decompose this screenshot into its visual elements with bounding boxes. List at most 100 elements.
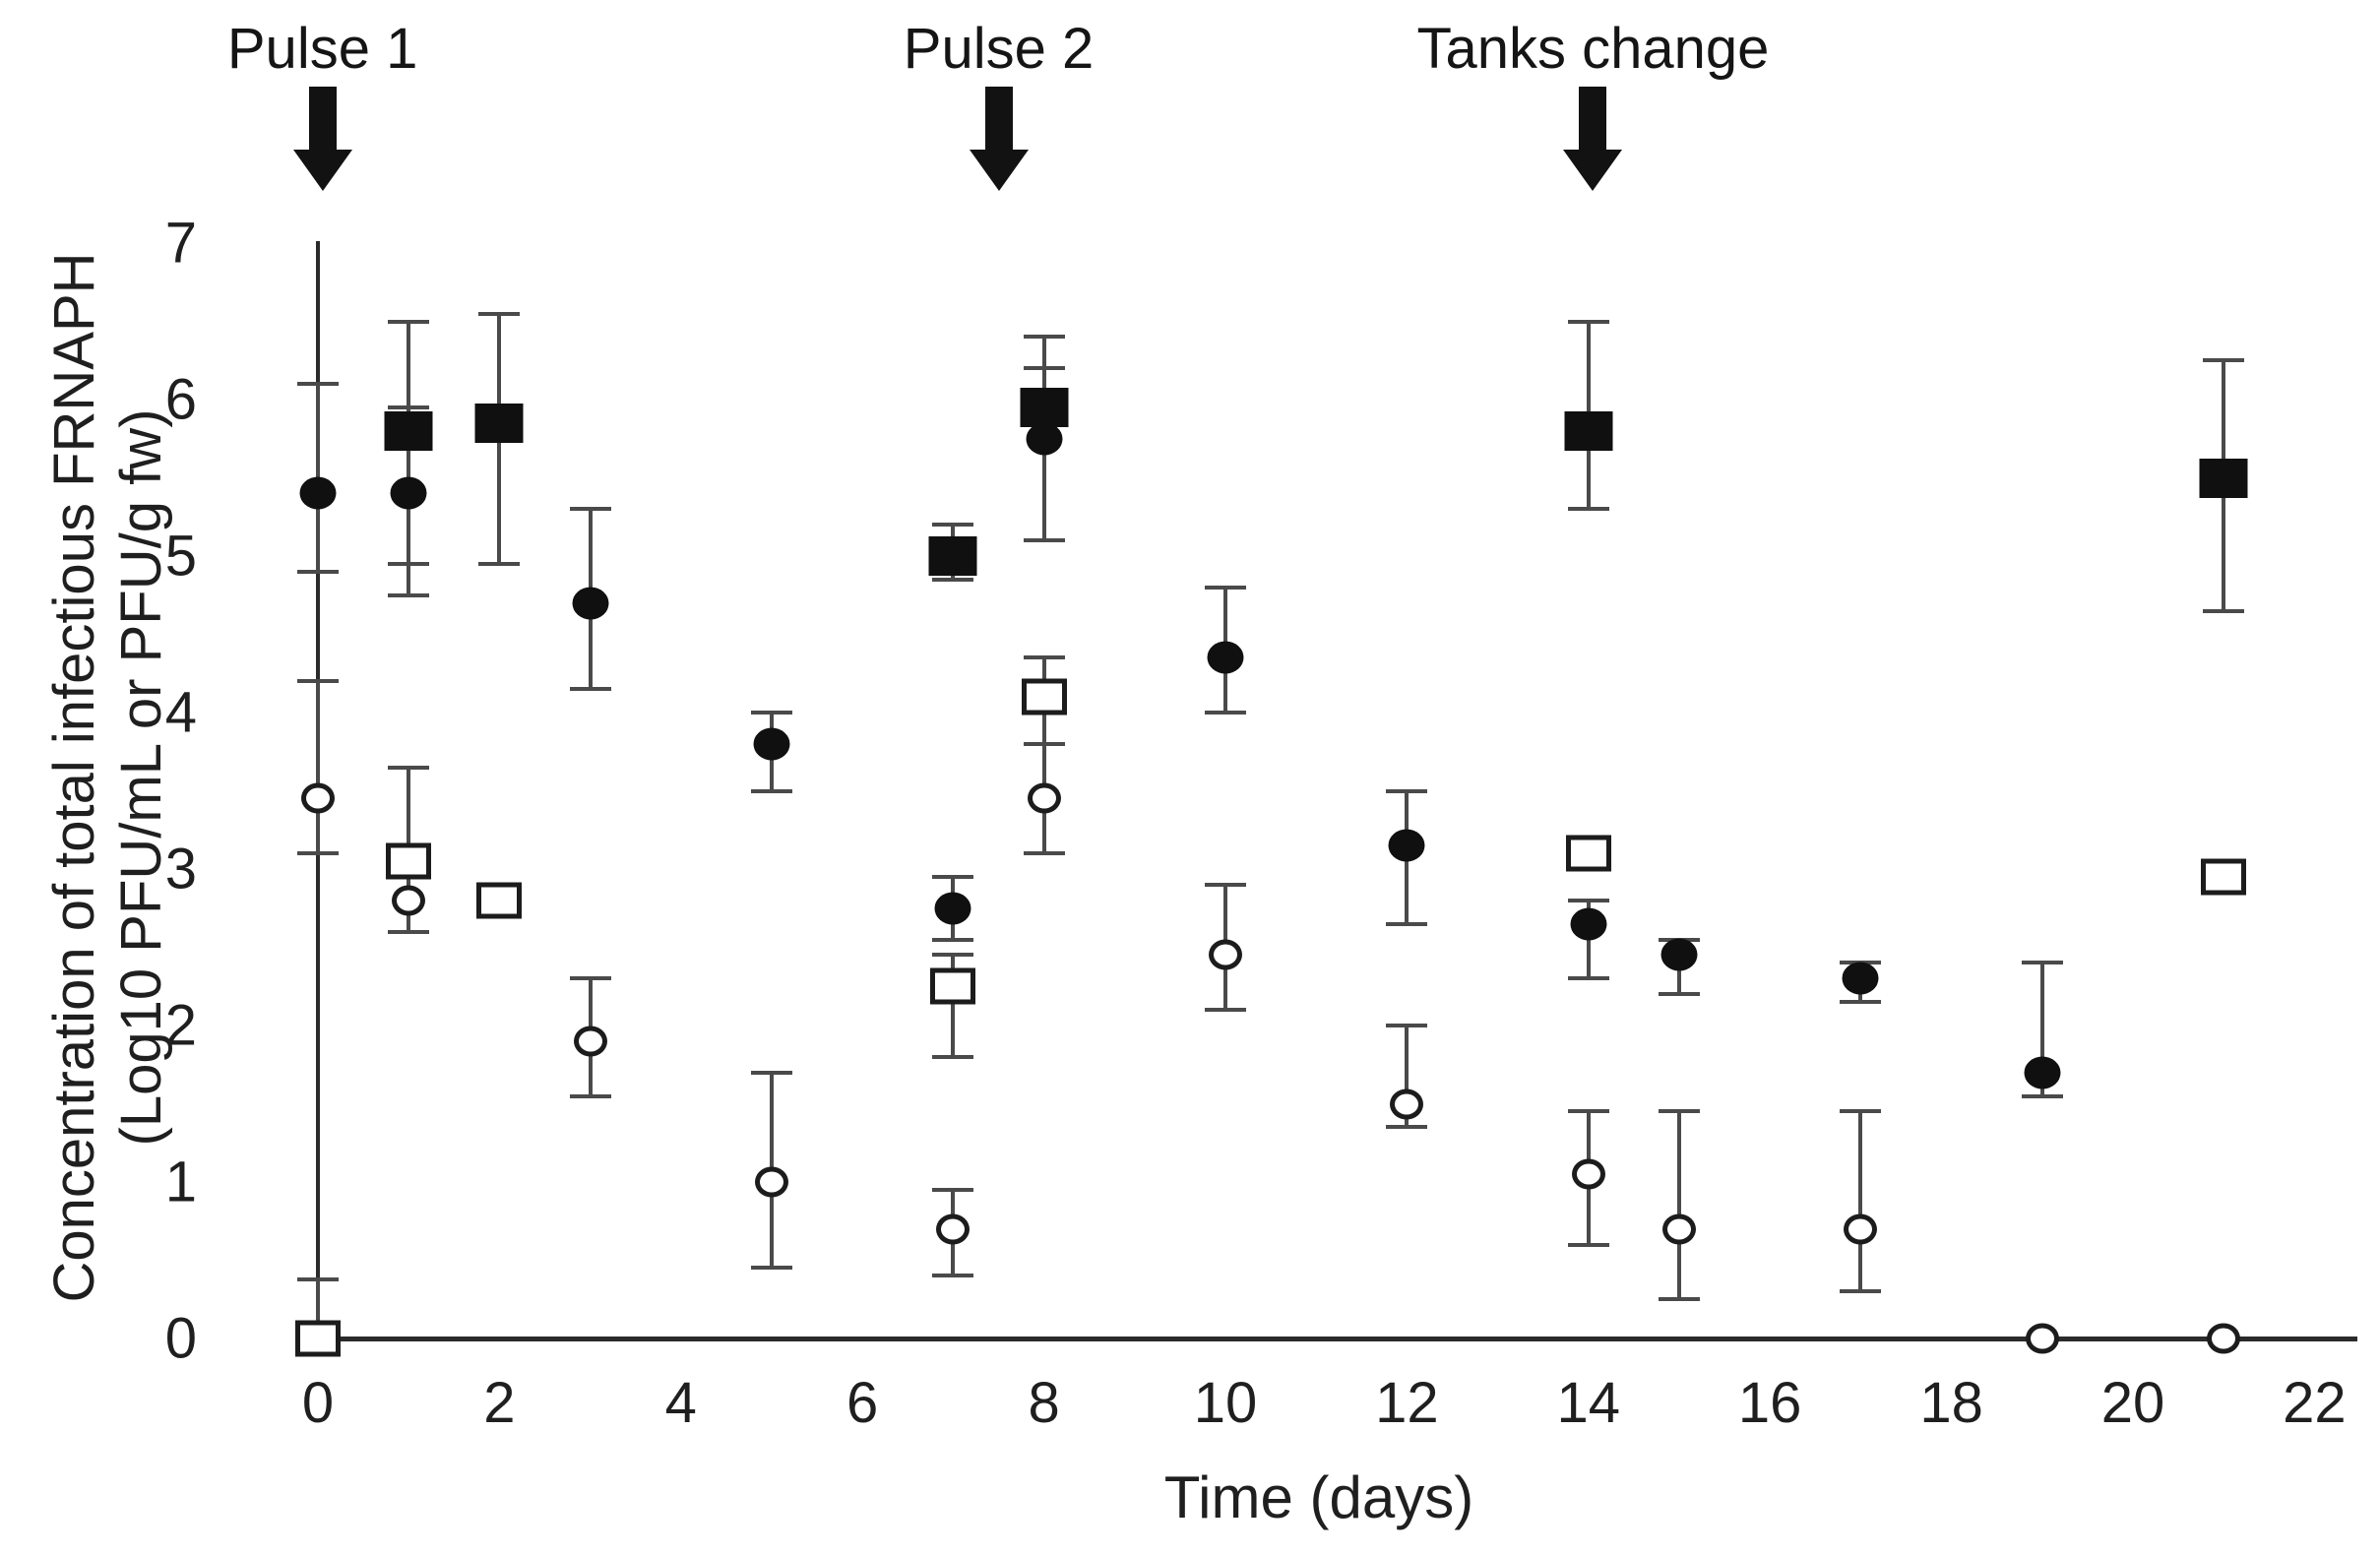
error-bar-cap-bottom	[1567, 1242, 1609, 1247]
open-circle-series-point	[1571, 1158, 1605, 1190]
error-bar-cap-bottom	[569, 687, 611, 692]
error-bar	[316, 681, 320, 854]
x-tick-label-22: 22	[2283, 1371, 2347, 1435]
open-circle-series-point	[936, 1213, 971, 1245]
y-axis-title-line2: (Log10 PFU/mL or PFU/g fw)	[109, 408, 173, 1147]
x-tick-label-0: 0	[301, 1371, 335, 1435]
error-bar-cap-bottom	[297, 569, 339, 574]
open-circle-series-point	[755, 1166, 788, 1198]
filled-circle-series-point	[1842, 962, 1879, 995]
error-bar-cap-top	[932, 523, 974, 528]
open-circle-series-point	[573, 1026, 607, 1057]
x-axis-title: Time (days)	[1163, 1464, 1474, 1530]
error-bar-cap-bottom	[751, 788, 792, 793]
down-arrow-head-icon	[1563, 150, 1623, 191]
error-bar-cap-top	[1386, 1024, 1428, 1027]
error-bar-cap-bottom	[569, 1093, 611, 1098]
error-bar-cap-bottom	[1205, 1008, 1246, 1013]
y-axis-title-line1: Concentration of total infectious FRNAPH	[42, 252, 106, 1303]
y-tick-label-5: 5	[164, 524, 197, 589]
x-axis-line	[316, 1337, 2357, 1341]
filled-circle-series-point	[753, 727, 790, 761]
annotation-label-3: Tanks change	[1416, 17, 1770, 81]
error-bar-cap-top	[478, 311, 521, 316]
error-bar-cap-top	[2203, 358, 2245, 363]
error-bar-cap-top	[1205, 882, 1246, 887]
error-bar-cap-bottom	[1386, 921, 1428, 926]
error-bar-cap-bottom	[297, 851, 339, 856]
error-bar-cap-bottom	[1567, 507, 1609, 512]
filled-square-series-point	[1020, 387, 1069, 427]
error-bar	[1858, 1111, 1863, 1292]
error-bar-cap-top	[751, 711, 792, 715]
filled-square-series-point	[474, 403, 524, 443]
x-tick-label-4: 4	[664, 1371, 697, 1435]
error-bar-cap-bottom	[932, 1274, 974, 1278]
y-tick-label-1: 1	[164, 1150, 197, 1214]
error-bar-cap-bottom	[1386, 1125, 1428, 1130]
error-bar-cap-top	[297, 382, 339, 387]
x-tick-label-8: 8	[1028, 1371, 1060, 1435]
error-bar-cap-bottom	[751, 1266, 792, 1271]
x-tick-label-12: 12	[1375, 1371, 1439, 1435]
open-square-series-point	[2201, 858, 2247, 896]
open-square-series-point	[1565, 835, 1611, 872]
error-bar	[1405, 1026, 1409, 1128]
open-circle-series-point	[2025, 1323, 2059, 1354]
error-bar-cap-top	[751, 1070, 792, 1075]
error-bar-cap-top	[932, 1187, 974, 1192]
error-bar-cap-bottom	[478, 561, 521, 566]
y-tick-label-0: 0	[164, 1306, 197, 1371]
error-bar-cap-top	[569, 976, 611, 981]
filled-circle-series-point	[1026, 422, 1063, 456]
filled-circle-series-point	[934, 892, 971, 925]
y-tick-label-6: 6	[164, 367, 197, 432]
error-bar-cap-bottom	[932, 1054, 974, 1059]
y-tick-label-4: 4	[164, 680, 197, 745]
error-bar-cap-top	[297, 1276, 339, 1281]
error-bar-cap-top	[932, 953, 974, 958]
down-arrow-head-icon	[969, 150, 1029, 191]
error-bar	[316, 1278, 320, 1338]
filled-circle-series-point	[1207, 641, 1244, 674]
error-bar	[951, 955, 956, 1057]
error-bar-cap-bottom	[1840, 1000, 1882, 1005]
error-bar	[1677, 1111, 1681, 1300]
error-bar-cap-top	[569, 507, 611, 512]
error-bar-cap-bottom	[1023, 851, 1065, 856]
filled-square-series-point	[1564, 410, 1613, 451]
error-bar-cap-top	[1023, 335, 1065, 340]
error-bar-cap-bottom	[2203, 608, 2245, 613]
x-tick-label-10: 10	[1193, 1371, 1258, 1435]
open-circle-series-point	[1662, 1213, 1696, 1245]
filled-circle-series-point	[1660, 938, 1698, 971]
x-tick-label-20: 20	[2100, 1371, 2165, 1435]
open-circle-series-point	[1027, 782, 1061, 814]
open-square-series-point	[1021, 678, 1067, 715]
error-bar-cap-top	[388, 319, 430, 324]
error-bar-cap-bottom	[1023, 538, 1065, 543]
error-bar-cap-bottom	[932, 937, 974, 942]
error-bar-cap-bottom	[932, 577, 974, 582]
down-arrow-head-icon	[292, 150, 352, 191]
annotation-label-2: Pulse 2	[903, 17, 1095, 81]
error-bar-cap-bottom	[388, 929, 430, 934]
error-bar-cap-bottom	[1659, 992, 1700, 997]
open-square-series-point	[930, 967, 976, 1005]
x-tick-label-2: 2	[483, 1371, 516, 1435]
error-bar-cap-bottom	[1567, 976, 1609, 981]
error-bar-cap-bottom	[388, 592, 430, 597]
filled-circle-series-point	[1388, 829, 1425, 862]
error-bar-cap-bottom	[1659, 1297, 1700, 1302]
error-bar-cap-bottom	[2021, 1093, 2063, 1098]
x-tick-label-16: 16	[1737, 1371, 1802, 1435]
filled-square-series-point	[928, 536, 977, 576]
error-bar-cap-bottom	[388, 561, 430, 566]
error-bar-cap-bottom	[1205, 711, 1246, 715]
annotation-label-1: Pulse 1	[226, 17, 418, 81]
filled-circle-series-point	[1570, 907, 1607, 941]
error-bar-cap-bottom	[1840, 1289, 1882, 1294]
open-square-series-point	[386, 842, 432, 880]
error-bar-cap-top	[297, 679, 339, 684]
